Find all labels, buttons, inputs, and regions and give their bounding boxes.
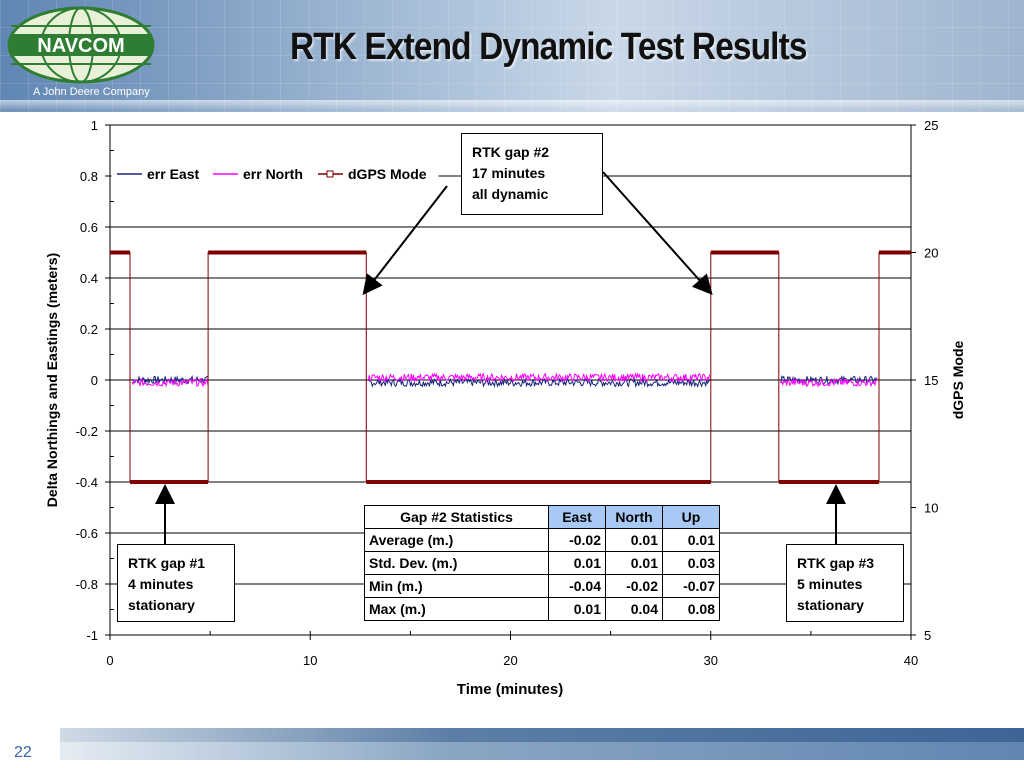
stats-cell: -0.07	[662, 574, 720, 598]
annotation-gap3-line1: RTK gap #3	[797, 555, 875, 571]
footer-stripe-lower	[60, 742, 1024, 760]
annotation-gap1-line1: RTK gap #1	[128, 555, 206, 571]
footer-stripe	[60, 728, 1024, 742]
annotation-gap2-line1: RTK gap #2	[472, 144, 550, 160]
stats-row-label: Max (m.)	[364, 597, 549, 621]
stats-header-north: North	[605, 505, 663, 529]
legend-label-err-north: err North	[243, 166, 303, 182]
y2-tick-label: 10	[924, 501, 938, 516]
y-tick-label: 1	[91, 118, 98, 133]
y-tick-label: 0.6	[80, 220, 98, 235]
table-row: Max (m.) 0.01 0.04 0.08	[364, 597, 720, 621]
header-grid-pattern	[0, 0, 1024, 112]
legend-label-err-east: err East	[147, 166, 199, 182]
slide-header	[0, 0, 1024, 112]
x-tick-label: 30	[704, 653, 718, 668]
stats-cell: 0.01	[605, 528, 663, 552]
annotation-gap2-line3: all dynamic	[472, 186, 549, 202]
stats-cell: -0.02	[548, 528, 606, 552]
stats-row-label: Std. Dev. (m.)	[364, 551, 549, 575]
logo-text: NAVCOM	[37, 35, 124, 57]
x-tick-label: 40	[904, 653, 918, 668]
y-tick-label: -0.2	[76, 424, 98, 439]
stats-cell: 0.01	[662, 528, 720, 552]
navcom-logo: NAVCOM	[7, 6, 155, 84]
y2-axis-label: dGPS Mode	[950, 341, 966, 420]
stats-header-up: Up	[662, 505, 720, 529]
table-row: Average (m.) -0.02 0.01 0.01	[364, 528, 720, 552]
page-number: 22	[14, 744, 32, 761]
header-band	[0, 100, 1024, 112]
x-axis-label: Time (minutes)	[457, 681, 563, 698]
slide-footer	[0, 728, 1024, 768]
y-tick-label: 0.2	[80, 322, 98, 337]
legend-marker-dgps-mode	[326, 170, 334, 178]
y2-tick-label: 15	[924, 373, 938, 388]
series-line-err-north	[367, 371, 711, 384]
y-tick-label: 0.4	[80, 271, 98, 286]
y-tick-label: 0	[91, 373, 98, 388]
series-err-north	[131, 371, 878, 388]
x-axis-ticks: 0 10 20 30 40	[106, 631, 918, 668]
annotation-gap3-line2: 5 minutes	[797, 576, 863, 592]
series-line-dgps-mode	[110, 252, 911, 483]
annotation-gap3: RTK gap #3 5 minutes stationary	[786, 544, 904, 622]
series-line-err-east	[780, 375, 878, 386]
slide-title: RTK Extend Dynamic Test Results	[290, 26, 807, 68]
annotation-gap1-line3: stationary	[128, 597, 195, 613]
stats-header-label: Gap #2 Statistics	[364, 505, 549, 529]
annotation-gap2-line2: 17 minutes	[472, 165, 546, 181]
table-row: Std. Dev. (m.) 0.01 0.01 0.03	[364, 551, 720, 575]
y-axis-label: Delta Northings and Eastings (meters)	[44, 253, 60, 507]
arrow-gap2-right	[602, 171, 713, 295]
y-tick-label: -0.8	[76, 577, 98, 592]
arrow-gap2-left	[362, 185, 448, 296]
series-line-err-north	[131, 377, 209, 388]
y2-tick-label: 5	[924, 628, 931, 643]
stats-header-east: East	[548, 505, 606, 529]
gap2-statistics-table: Gap #2 Statistics East North Up Average …	[364, 505, 720, 621]
stats-cell: 0.03	[662, 551, 720, 575]
table-row: Min (m.) -0.04 -0.02 -0.07	[364, 574, 720, 598]
x-tick-label: 10	[303, 653, 317, 668]
y-tick-label: -1	[86, 628, 98, 643]
stats-cell: 0.01	[605, 551, 663, 575]
x-tick-label: 20	[503, 653, 517, 668]
stats-cell: 0.01	[548, 551, 606, 575]
series-dgps-mode	[110, 250, 911, 484]
stats-cell: 0.01	[548, 597, 606, 621]
stats-header-row: Gap #2 Statistics East North Up	[364, 505, 720, 529]
y2-axis-ticks: 25 20 15 10 5	[911, 118, 938, 643]
annotation-gap3-line3: stationary	[797, 597, 864, 613]
x-tick-label: 0	[106, 653, 113, 668]
y2-tick-label: 20	[924, 246, 938, 261]
stats-cell: 0.08	[662, 597, 720, 621]
stats-cell: -0.02	[605, 574, 663, 598]
y-tick-label: -0.6	[76, 526, 98, 541]
y-axis-ticks: 1 0.8 0.6 0.4 0.2 0 -0.2 -0.4 -0.6 -0.8 -1	[76, 118, 114, 643]
series-line-err-east	[367, 377, 710, 388]
stats-cell: 0.04	[605, 597, 663, 621]
y-tick-label: 0.8	[80, 169, 98, 184]
annotation-gap1: RTK gap #1 4 minutes stationary	[117, 544, 235, 622]
y2-tick-label: 25	[924, 118, 938, 133]
stats-row-label: Average (m.)	[364, 528, 549, 552]
company-tagline: A John Deere Company	[33, 86, 150, 98]
legend-label-dgps-mode: dGPS Mode	[348, 166, 427, 182]
annotation-gap2: RTK gap #2 17 minutes all dynamic	[461, 133, 603, 215]
stats-cell: -0.04	[548, 574, 606, 598]
y-tick-label: -0.4	[76, 475, 98, 490]
series-line-err-north	[780, 377, 878, 388]
legend: err East err North dGPS Mode	[111, 156, 439, 192]
stats-row-label: Min (m.)	[364, 574, 549, 598]
annotation-gap1-line2: 4 minutes	[128, 576, 194, 592]
